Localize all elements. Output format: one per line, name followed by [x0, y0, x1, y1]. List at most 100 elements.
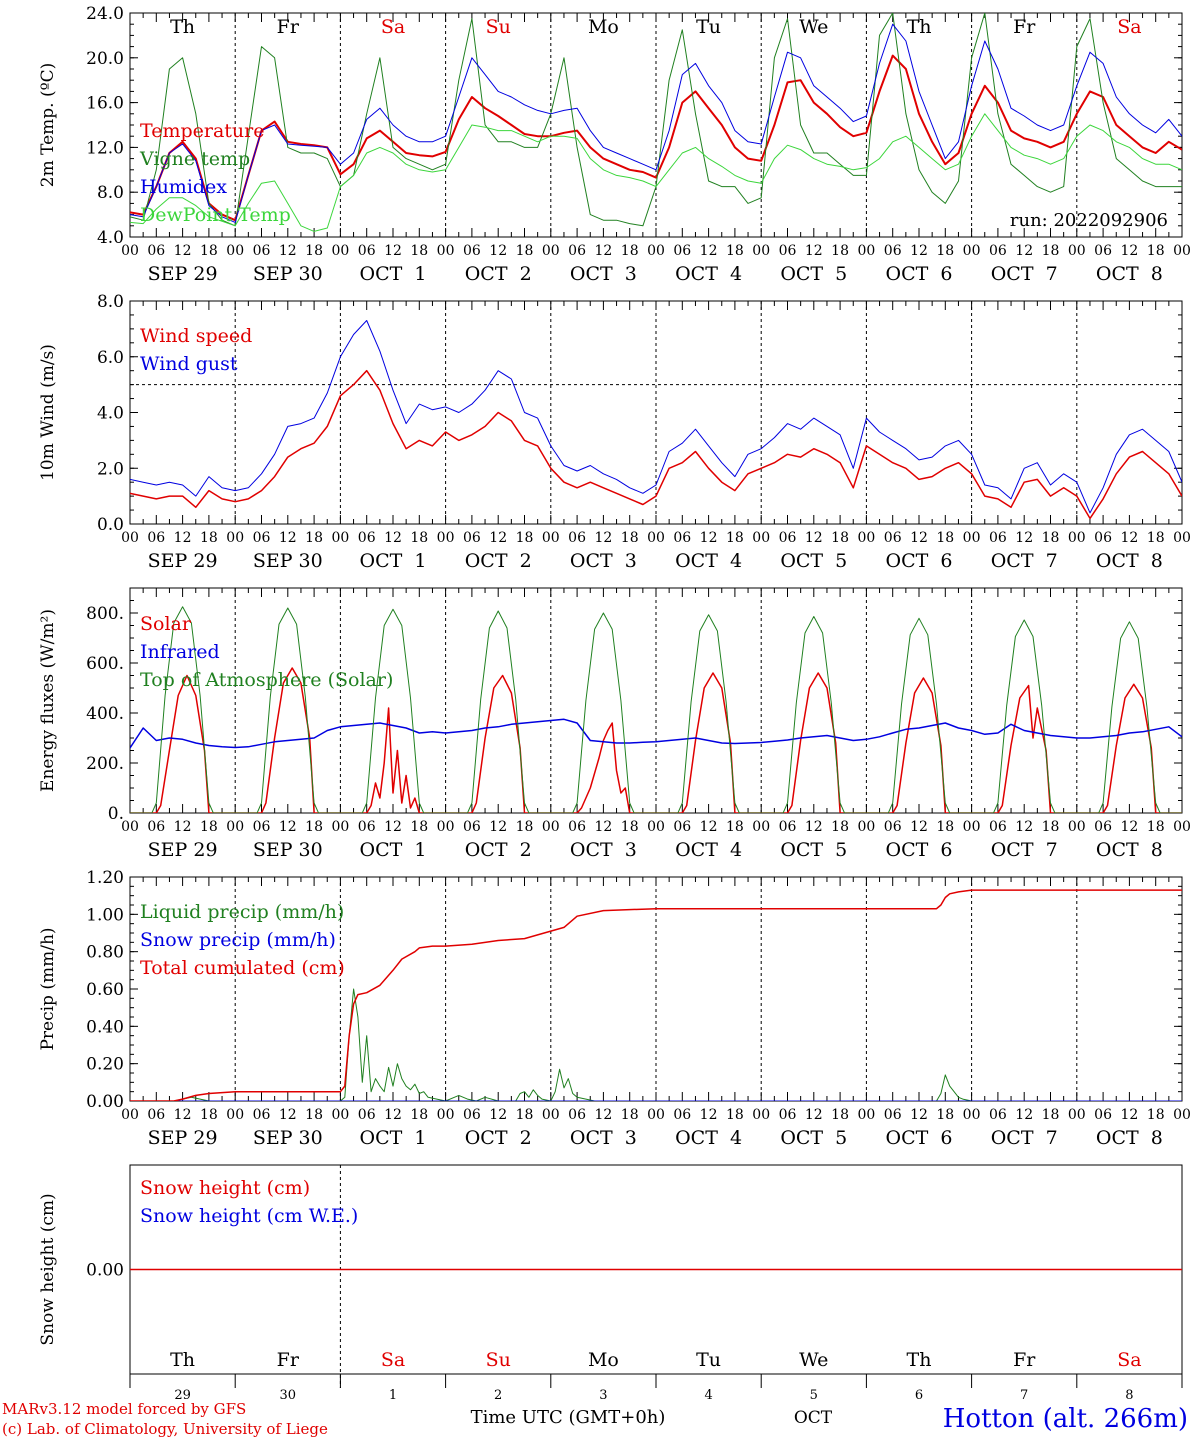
x-hour-label: 12 [1120, 530, 1138, 546]
x-hour-label: 00 [1173, 530, 1191, 546]
x-hour-label: 12 [174, 530, 192, 546]
x-date-label: OCT 2 [465, 263, 532, 285]
x-hour-label: 06 [253, 243, 271, 259]
x-hour-label: 00 [1068, 1107, 1086, 1123]
panel-5: 0.00 Snow height (cm) Th Fr Sa Su Mo Tu We Th Fr Sa… [38, 1164, 1183, 1403]
y-tick-label: 1.00 [86, 905, 124, 925]
x-hour-label: 06 [1094, 819, 1112, 835]
x-hour-label: 06 [253, 819, 271, 835]
x-hour-label: 06 [358, 819, 376, 835]
y-tick-label: 0.0 [97, 515, 124, 535]
x-date-label: OCT 8 [1096, 1127, 1163, 1149]
x-date-label: OCT 6 [886, 839, 953, 861]
x-hour-label: 00 [542, 530, 560, 546]
x-hour-label: 00 [647, 819, 665, 835]
day-number-label: 1 [389, 1388, 397, 1403]
x-hour-label: 18 [831, 1107, 849, 1123]
x-hour-label: 00 [121, 819, 139, 835]
legend-entry: Snow precip (mm/h) [140, 929, 336, 951]
x-hour-label: 00 [647, 1107, 665, 1123]
x-hour-label: 00 [226, 1107, 244, 1123]
weekday-label: Fr [1013, 16, 1036, 38]
x-hour-label: 06 [568, 1107, 586, 1123]
x-hour-label: 00 [1173, 1107, 1191, 1123]
legend-entry: Wind gust [140, 353, 238, 375]
x-hour-label: 12 [489, 1107, 507, 1123]
x-hour-label: 06 [568, 243, 586, 259]
x-hour-label: 00 [437, 530, 455, 546]
x-date-label: OCT 3 [570, 263, 637, 285]
x-date-label: OCT 4 [675, 1127, 742, 1149]
x-hour-label: 00 [542, 243, 560, 259]
x-hour-label: 06 [147, 819, 165, 835]
x-hour-label: 12 [279, 1107, 297, 1123]
y-tick-label: 24.0 [86, 4, 124, 24]
x-date-label: OCT 2 [465, 550, 532, 572]
day-number-label: 5 [810, 1388, 818, 1403]
y-axis-label: Precip (mm/h) [38, 927, 58, 1050]
x-hour-label: 12 [1120, 819, 1138, 835]
x-hour-label: 12 [1015, 530, 1033, 546]
y-tick-label: 6.0 [97, 348, 124, 368]
x-hour-label: 06 [1094, 243, 1112, 259]
x-hour-label: 00 [963, 1107, 981, 1123]
y-tick-label: 2.0 [97, 459, 124, 479]
weekday-label: Sa [1117, 1349, 1141, 1371]
x-date-label: OCT 6 [886, 263, 953, 285]
x-hour-label: 00 [1173, 243, 1191, 259]
x-date-label: SEP 29 [148, 263, 218, 285]
series-line-dewpoint-temp [130, 113, 1182, 232]
x-hour-label: 06 [568, 530, 586, 546]
bottom-month-label: OCT [794, 1408, 833, 1428]
x-hour-label: 12 [279, 819, 297, 835]
legend-entry: Solar [140, 613, 192, 635]
weekday-label: Sa [381, 16, 405, 38]
x-hour-label: 06 [779, 530, 797, 546]
x-hour-label: 18 [831, 819, 849, 835]
x-hour-label: 18 [516, 819, 534, 835]
x-hour-label: 00 [857, 530, 875, 546]
x-hour-label: 06 [989, 819, 1007, 835]
series-line-wind-speed [130, 369, 1182, 520]
day-number-label: 4 [704, 1388, 712, 1403]
weekday-label: We [799, 1349, 828, 1371]
legend-entry: Temperature [140, 120, 264, 142]
x-hour-label: 00 [437, 819, 455, 835]
y-axis-label: 2m Temp. (ºC) [38, 63, 58, 188]
weekday-label: Th [907, 1349, 932, 1371]
x-hour-label: 18 [1147, 819, 1165, 835]
weekday-label: Su [486, 1349, 511, 1371]
day-number-label: 3 [599, 1388, 607, 1403]
x-date-label: OCT 8 [1096, 263, 1163, 285]
x-hour-label: 06 [463, 819, 481, 835]
legend-entry: DewPoint Temp [140, 204, 291, 226]
x-hour-label: 18 [410, 243, 428, 259]
x-hour-label: 18 [726, 1107, 744, 1123]
x-hour-label: 00 [542, 1107, 560, 1123]
x-hour-label: 00 [226, 243, 244, 259]
x-hour-label: 00 [857, 243, 875, 259]
x-hour-label: 12 [384, 819, 402, 835]
x-hour-label: 18 [200, 819, 218, 835]
x-hour-label: 00 [121, 1107, 139, 1123]
x-date-label: OCT 2 [465, 839, 532, 861]
x-hour-label: 00 [331, 530, 349, 546]
x-hour-label: 00 [647, 530, 665, 546]
x-hour-label: 18 [1042, 530, 1060, 546]
x-hour-label: 18 [936, 243, 954, 259]
x-hour-label: 00 [1068, 530, 1086, 546]
y-tick-label: 0.00 [86, 1261, 124, 1281]
x-hour-label: 00 [437, 1107, 455, 1123]
x-hour-label: 06 [358, 530, 376, 546]
x-date-label: OCT 7 [991, 263, 1058, 285]
x-hour-label: 06 [884, 1107, 902, 1123]
x-hour-label: 18 [621, 1107, 639, 1123]
x-hour-label: 12 [384, 530, 402, 546]
x-hour-label: 12 [174, 819, 192, 835]
x-hour-label: 00 [752, 819, 770, 835]
y-tick-label: 8.0 [97, 292, 124, 312]
weekday-label: Fr [277, 1349, 300, 1371]
x-hour-label: 12 [700, 243, 718, 259]
x-hour-label: 06 [253, 530, 271, 546]
x-hour-label: 12 [805, 530, 823, 546]
